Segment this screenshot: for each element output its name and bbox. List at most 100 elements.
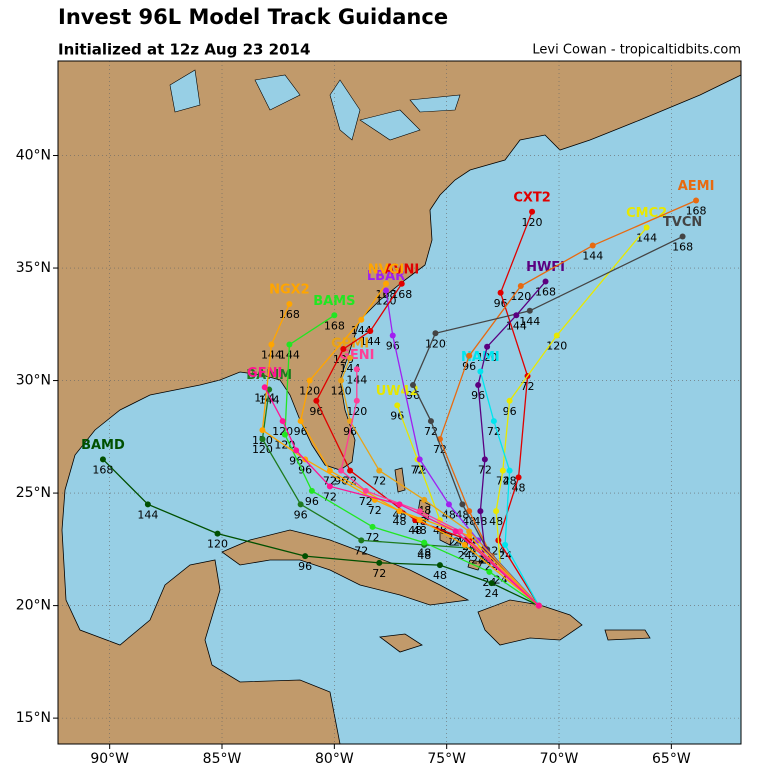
track-point (338, 467, 345, 474)
hour-label: 168 (672, 241, 693, 254)
track-point (394, 402, 401, 409)
hour-label: 120 (477, 351, 498, 364)
hour-label: 96 (294, 508, 308, 521)
track-point (353, 397, 360, 404)
hour-label: 144 (636, 232, 657, 245)
hour-label: 48 (417, 547, 431, 560)
hour-label: 144 (261, 349, 282, 362)
hour-label: 48 (442, 508, 456, 521)
track-point (297, 418, 304, 425)
hour-label: 96 (386, 340, 400, 353)
lake (409, 94, 461, 113)
north-america (58, 61, 741, 744)
track-point (293, 447, 300, 454)
hour-label: 96 (471, 389, 485, 402)
hour-label: 48 (413, 524, 427, 537)
track-point (266, 386, 273, 393)
hour-label: 72 (368, 504, 382, 517)
x-tick-label: 80°W (315, 751, 354, 767)
track-point (347, 355, 354, 362)
hispaniola (477, 599, 583, 646)
track-line (315, 283, 540, 607)
x-tick-label: 70°W (540, 751, 579, 767)
track-point (542, 278, 549, 285)
hour-label: 72 (323, 475, 337, 488)
track-line (284, 314, 540, 607)
hour-label: 120 (252, 443, 273, 456)
x-tick-label: 85°W (203, 751, 242, 767)
hour-label: 144 (254, 391, 275, 404)
track-point (389, 332, 396, 339)
hour-label: 96 (298, 463, 312, 476)
hour-label: 144 (582, 250, 603, 263)
track-point (347, 467, 354, 474)
hour-label: 168 (535, 286, 556, 299)
chart-title: Invest 96L Model Track Guidance (58, 5, 448, 29)
track-point (358, 316, 365, 323)
track-point (416, 508, 423, 515)
hour-label: 24 (458, 549, 472, 562)
track-name: GFNI (247, 366, 282, 381)
hour-label: 96 (390, 409, 404, 422)
track-point (526, 307, 533, 314)
map: 2448729612014416824487296120144244872961… (58, 61, 741, 744)
track-point (502, 541, 509, 548)
track-point (589, 242, 596, 249)
track-point (445, 501, 452, 508)
hour-label: 120 (299, 385, 320, 398)
hour-label: 144 (506, 319, 527, 332)
track-point (259, 427, 266, 434)
hour-label: 72 (410, 463, 424, 476)
track-line (102, 458, 540, 607)
track-name: HWFI (526, 260, 565, 275)
track-point (436, 562, 443, 569)
track-name: CMC2 (626, 206, 667, 221)
track-name: NGX2 (269, 283, 310, 298)
hour-label: 24 (491, 544, 505, 557)
track-point (452, 528, 459, 535)
y-tick-label: 30°N (16, 373, 51, 389)
hour-label: 120 (346, 405, 367, 418)
track-point (466, 532, 473, 539)
hour-label: 120 (272, 425, 293, 438)
hour-label: 24 (478, 553, 492, 566)
hour-label: 72 (487, 425, 501, 438)
hour-label: 96 (298, 560, 312, 573)
hour-label: 72 (424, 425, 438, 438)
track-point (475, 382, 482, 389)
track-point (553, 332, 560, 339)
hour-label: 72 (354, 544, 368, 557)
hour-label: 144 (519, 315, 540, 328)
track-point (506, 467, 513, 474)
track-name: AEMI (678, 179, 715, 194)
track-name: BAMM (246, 368, 292, 383)
track-name: UW42 (376, 384, 419, 399)
hour-label: 96 (494, 297, 508, 310)
track-point (529, 208, 536, 215)
bahamas (439, 529, 453, 546)
track-name: BAMS (313, 294, 355, 309)
track-point (513, 312, 520, 319)
y-tick-label: 20°N (16, 598, 51, 614)
track-point (214, 530, 221, 537)
track-name: CXT2 (513, 190, 550, 205)
x-tick-label: 90°W (90, 751, 129, 767)
track-name: TVCN (663, 215, 702, 230)
track-point (643, 224, 650, 231)
lake (169, 69, 201, 113)
track-point (416, 456, 423, 463)
hour-label: 48 (512, 481, 526, 494)
hour-label: 96 (294, 425, 308, 438)
track-point (302, 553, 309, 560)
track-point (477, 368, 484, 375)
hour-label: 48 (393, 515, 407, 528)
track-point (396, 501, 403, 508)
track-point (383, 287, 390, 294)
track-line (261, 303, 540, 607)
track-point (457, 528, 464, 535)
track-name: AVNI (384, 262, 419, 277)
track-point (515, 474, 522, 481)
track-point (427, 418, 434, 425)
track-point (308, 487, 315, 494)
